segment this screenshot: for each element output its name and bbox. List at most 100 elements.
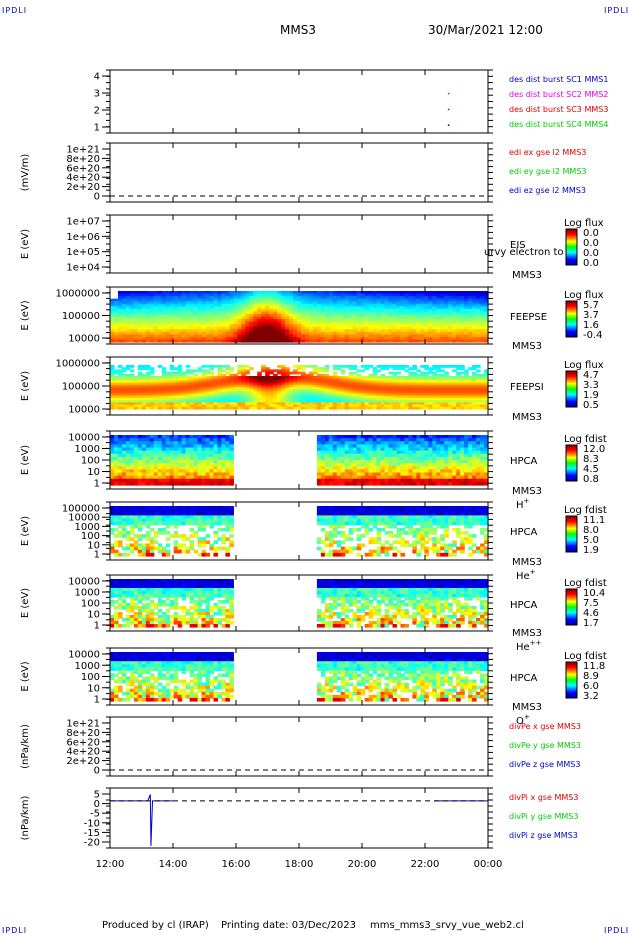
spectrogram-cell — [388, 293, 394, 297]
spectrogram-cell — [324, 382, 330, 386]
spectrogram-cell — [269, 329, 274, 333]
spectrogram-cell — [376, 306, 382, 310]
spectrogram-cell — [316, 402, 322, 406]
spectrogram-cell — [440, 395, 445, 399]
spectrogram-cell — [384, 308, 390, 312]
spectrogram-cell — [412, 308, 417, 312]
spectrogram-cell — [157, 460, 163, 464]
spectrogram-cell — [344, 447, 350, 452]
spectrogram-cell — [368, 301, 374, 305]
spectrogram-cell — [348, 447, 354, 452]
spectrogram-cell — [416, 378, 421, 381]
spectrogram-cell — [189, 376, 195, 379]
spectrogram-cell — [396, 308, 402, 312]
spectrogram-cell — [396, 438, 402, 442]
spectrogram-cell — [169, 506, 175, 510]
spectrogram-cell — [400, 321, 406, 325]
spectrogram-cell — [456, 402, 461, 406]
spectrogram-cell — [149, 509, 155, 513]
spectrogram-cell — [197, 395, 203, 399]
spectrogram-cell — [273, 402, 278, 406]
spectrogram-cell — [412, 463, 417, 467]
spectrogram-cell — [348, 460, 354, 464]
spectrogram-cell — [201, 298, 207, 302]
spectrogram-cell — [376, 365, 382, 368]
spectrogram-cell — [297, 371, 302, 375]
spectrogram-cell — [297, 400, 302, 403]
spectrogram-cell — [396, 313, 402, 318]
spectrogram-cell — [297, 391, 302, 395]
spectrogram-cell — [456, 435, 461, 439]
spectrogram-cell — [117, 371, 123, 375]
spectrogram-cell — [209, 387, 215, 390]
spectrogram-cell — [217, 438, 223, 442]
spectrogram-cell — [265, 389, 270, 392]
spectrogram-cell — [213, 326, 219, 330]
spectrogram-cell — [396, 435, 402, 439]
spectrogram-cell — [225, 293, 230, 297]
spectrogram-cell — [209, 326, 215, 330]
spectrogram-cell — [145, 549, 151, 554]
spectrogram-cell — [384, 316, 390, 320]
spectrogram-cell — [269, 303, 274, 307]
spectrogram-cell — [169, 450, 175, 455]
spectrogram-cell — [404, 303, 410, 307]
spectrogram-cell — [125, 298, 131, 302]
spectrogram-cell — [245, 378, 250, 381]
spectrogram-cell — [344, 324, 350, 328]
spectrogram-cell — [460, 481, 465, 486]
spectrogram-cell — [384, 438, 390, 442]
spectrogram-cell — [316, 306, 322, 310]
spectrogram-cell — [368, 475, 374, 480]
spectrogram-cell — [344, 303, 350, 307]
spectrogram-cell — [213, 395, 219, 399]
spectrogram-cell — [320, 400, 326, 403]
spectrogram-cell — [173, 306, 179, 310]
spectrogram-cell — [352, 472, 358, 477]
spectrogram-cell — [372, 469, 378, 474]
spectrogram-cell — [121, 527, 127, 532]
spectrogram-cell — [320, 313, 326, 318]
spectrogram-cell — [225, 456, 230, 461]
spectrogram-cell — [121, 402, 127, 406]
spectrogram-cell — [376, 331, 382, 335]
spectrogram-cell — [392, 308, 398, 312]
spectrogram-cell — [436, 450, 441, 455]
spectrogram-cell — [185, 398, 191, 401]
spectrogram-cell — [316, 334, 322, 338]
spectrogram-cell — [201, 466, 207, 470]
spectrogram-cell — [420, 475, 425, 480]
spectrogram-cell — [452, 393, 457, 397]
spectrogram-cell — [181, 393, 187, 397]
spectrogram-cell — [177, 546, 183, 551]
spectrogram-cell — [141, 319, 147, 323]
spectrogram-cell — [400, 402, 406, 406]
spectrogram-cell — [213, 389, 219, 392]
spectrogram-cell — [392, 336, 398, 341]
spectrogram-cell — [328, 450, 334, 455]
spectrogram-cell — [145, 371, 151, 375]
spectrogram-cell — [110, 316, 115, 320]
spectrogram-cell — [412, 296, 417, 300]
spectrogram-cell — [121, 303, 127, 307]
spectrogram-cell — [420, 329, 425, 333]
spectrogram-cell — [209, 481, 215, 486]
spectrogram-cell — [221, 301, 226, 305]
spectrogram-cell — [145, 509, 151, 513]
spectrogram-cell — [169, 460, 175, 464]
spectrogram-cell — [444, 326, 449, 330]
spectrogram-cell — [205, 450, 211, 455]
spectrogram-cell — [193, 378, 199, 381]
spectrogram-cell — [229, 395, 234, 399]
spectrogram-cell — [476, 380, 481, 384]
spectrogram-cell — [336, 311, 342, 315]
spectrogram-cell — [460, 339, 465, 343]
spectrogram-cell — [137, 463, 143, 467]
spectrogram-cell — [472, 391, 477, 395]
spectrogram-cell — [372, 402, 378, 406]
spectrogram-cell — [161, 460, 167, 464]
spectrogram-cell — [285, 402, 290, 406]
spectrogram-cell — [217, 404, 223, 408]
spectrogram-cell — [297, 384, 302, 388]
spectrogram-cell — [336, 447, 342, 452]
